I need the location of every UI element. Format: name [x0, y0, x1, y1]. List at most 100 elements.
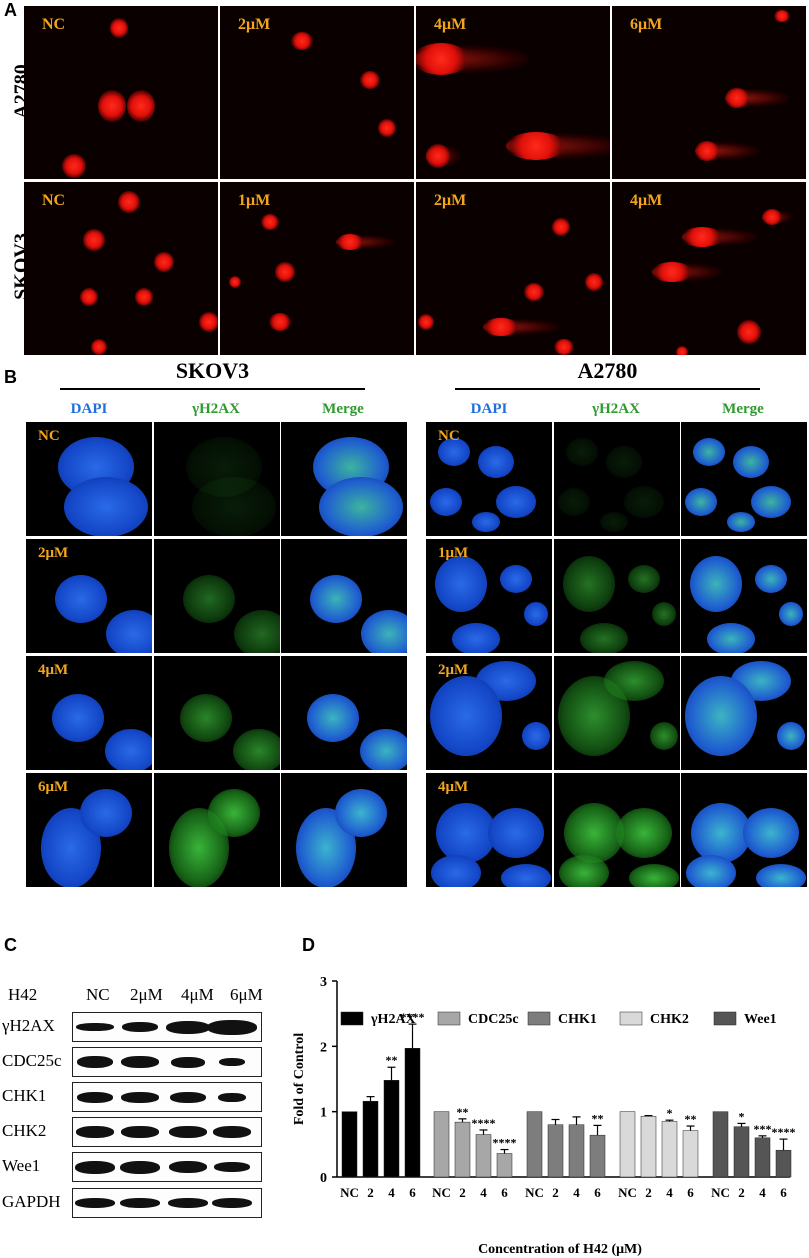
x-tick-label: 6 [594, 1185, 601, 1200]
nucleus [501, 864, 551, 887]
nucleus [335, 789, 387, 837]
if-image-dapi: 2μM [26, 539, 152, 653]
bar [362, 1100, 379, 1178]
bar [496, 1153, 513, 1178]
x-axis-label: Concentration of H42 (μM) [478, 1242, 642, 1257]
significance-label: *** [754, 1122, 772, 1136]
significance-label: * [667, 1106, 673, 1120]
significance-label: * [739, 1109, 745, 1123]
nucleus [64, 477, 148, 536]
x-tick-label: 4 [388, 1185, 395, 1200]
protein-label: CDC25c [2, 1051, 62, 1070]
blot-band [212, 1198, 252, 1208]
panel-d-letter: D [302, 935, 315, 955]
bar [661, 1121, 678, 1178]
nucleus [690, 556, 742, 612]
if-condition-label: NC [438, 428, 460, 444]
channel-label-merge: Merge [322, 401, 364, 417]
nucleus [207, 789, 260, 837]
x-tick-label: NC [711, 1185, 730, 1200]
if-image-dapi: 4μM [26, 656, 152, 770]
legend-label: CDC25c [468, 1012, 519, 1027]
x-tick-label: 2 [552, 1185, 559, 1200]
significance-label: ** [592, 1111, 604, 1125]
x-tick-label: 4 [759, 1185, 766, 1200]
nucleus [727, 512, 755, 532]
blot-band [76, 1023, 114, 1031]
lane-label: 2μM [130, 985, 163, 1004]
x-tick-label: NC [525, 1185, 544, 1200]
if-image-dapi: 2μM [426, 656, 552, 770]
if-image-merge [281, 422, 407, 536]
comet-condition-label: 1μM [238, 192, 271, 209]
significance-label: **** [401, 1010, 425, 1024]
comet-head [127, 90, 155, 122]
protein-label: Wee1 [2, 1156, 41, 1175]
nucleus [579, 623, 628, 653]
comet-head [552, 218, 570, 236]
nucleus [360, 729, 407, 770]
nucleus [478, 446, 514, 478]
if-image-h2ax [153, 773, 280, 887]
panel-b-group-title: SKOV3 [175, 358, 250, 383]
panel-b-letter: B [4, 367, 17, 387]
nucleus [452, 623, 500, 653]
if-image-h2ax [553, 773, 680, 887]
comet-head [275, 262, 295, 282]
nucleus [777, 722, 805, 750]
legend-swatch [713, 1011, 737, 1026]
if-image-dapi: 1μM [426, 539, 552, 653]
if-image-merge [681, 539, 807, 653]
if-image-dapi: 4μM [426, 773, 552, 887]
comet-head [506, 132, 566, 160]
legend-label: CHK2 [650, 1012, 689, 1027]
nucleus [233, 610, 280, 653]
nucleus [435, 556, 487, 612]
comet-head [269, 313, 291, 331]
bar [619, 1111, 636, 1178]
comet-image: NC [24, 182, 218, 355]
x-tick-label: 2 [459, 1185, 466, 1200]
bar [341, 1111, 358, 1178]
nucleus [691, 803, 751, 863]
comet-head [360, 71, 380, 89]
nucleus [185, 437, 262, 497]
comet-head [91, 339, 107, 355]
channel-label-merge: Merge [722, 401, 764, 417]
nucleus [557, 676, 630, 756]
nucleus [232, 729, 280, 770]
nucleus [751, 486, 791, 518]
if-image-dapi: 6μM [26, 773, 152, 887]
if-image-merge [281, 539, 407, 653]
blot-band [75, 1160, 115, 1174]
comet-head [554, 339, 574, 355]
nucleus [431, 855, 481, 887]
bar [682, 1130, 699, 1178]
nucleus [562, 556, 615, 612]
if-image-h2ax [553, 656, 680, 770]
comet-image: 1μM [220, 182, 414, 355]
comet-head [229, 276, 241, 288]
nucleus [686, 855, 736, 887]
significance-label: **** [472, 1116, 496, 1130]
comet-head [695, 141, 719, 161]
channel-label-h2ax: γH2AX [192, 401, 240, 417]
nucleus [80, 789, 132, 837]
x-tick-label: NC [432, 1185, 451, 1200]
lane-label: NC [86, 985, 110, 1004]
nucleus [707, 623, 755, 653]
blot-band [166, 1020, 210, 1034]
x-tick-label: 4 [573, 1185, 580, 1200]
comet-image: 4μM [612, 182, 806, 355]
nucleus [779, 602, 803, 626]
x-tick-label: 6 [687, 1185, 694, 1200]
comet-head [118, 191, 140, 213]
nucleus [599, 512, 628, 532]
x-tick-label: NC [340, 1185, 359, 1200]
protein-label: γH2AX [2, 1016, 55, 1035]
nucleus [605, 446, 642, 478]
significance-label: **** [772, 1125, 796, 1139]
nucleus [105, 729, 152, 770]
nucleus [106, 610, 152, 653]
bar [775, 1149, 792, 1178]
